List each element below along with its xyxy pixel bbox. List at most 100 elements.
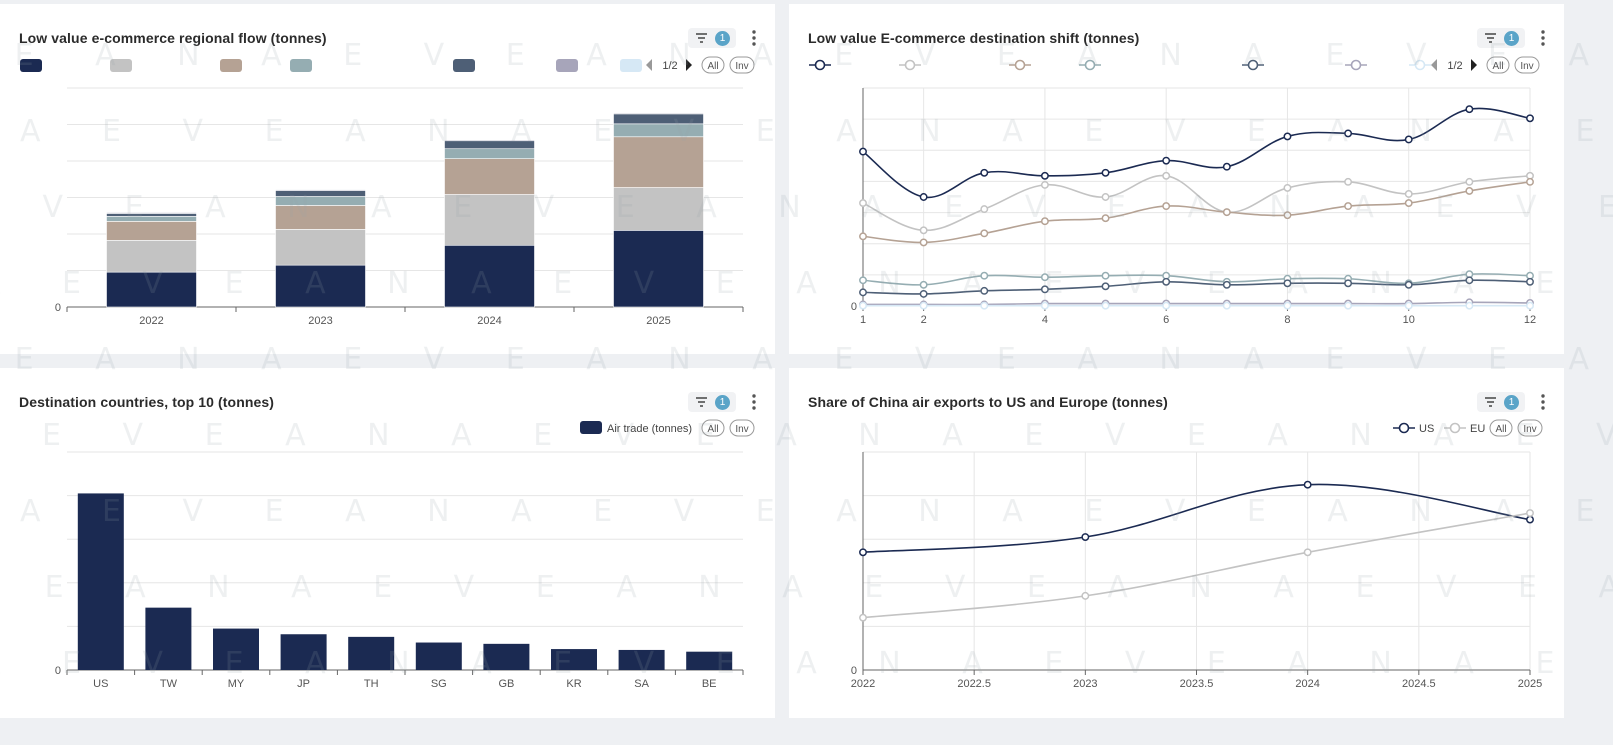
series-line[interactable] — [862, 181, 1531, 244]
bar-segment[interactable] — [106, 216, 197, 222]
data-point[interactable] — [1404, 301, 1413, 310]
page-next-icon[interactable] — [1471, 59, 1477, 71]
data-point[interactable] — [859, 288, 867, 297]
data-point[interactable] — [1162, 202, 1171, 211]
bar-segment[interactable] — [613, 187, 704, 231]
data-point[interactable] — [1465, 105, 1474, 114]
legend-swatch[interactable] — [110, 59, 132, 72]
bar-segment[interactable] — [444, 244, 535, 308]
data-point[interactable] — [980, 205, 989, 214]
data-point[interactable] — [1040, 171, 1049, 180]
data-point[interactable] — [1526, 177, 1534, 186]
bar-segment[interactable] — [106, 271, 197, 308]
data-point[interactable] — [1465, 177, 1474, 186]
more-options-icon[interactable] — [749, 28, 759, 48]
data-point[interactable] — [1283, 183, 1292, 192]
legend-inv-button[interactable] — [729, 419, 755, 437]
legend-swatch[interactable] — [453, 59, 475, 72]
data-point[interactable] — [1526, 114, 1534, 123]
series-line[interactable] — [862, 273, 1531, 286]
data-point[interactable] — [1081, 591, 1090, 600]
page-next-icon[interactable] — [686, 59, 692, 71]
data-point[interactable] — [1344, 202, 1353, 211]
legend-all-button[interactable] — [701, 56, 725, 74]
data-point[interactable] — [1222, 280, 1231, 289]
data-point[interactable] — [1404, 190, 1413, 198]
bar[interactable] — [618, 649, 665, 670]
data-point[interactable] — [980, 286, 989, 295]
bar[interactable] — [551, 649, 597, 670]
series-line[interactable] — [862, 279, 1531, 295]
data-point[interactable] — [1465, 301, 1474, 310]
bar-segment[interactable] — [444, 194, 535, 246]
legend-marker[interactable] — [1084, 59, 1096, 71]
legend-all-button[interactable] — [1489, 419, 1513, 437]
bar-segment[interactable] — [444, 158, 535, 195]
legend-swatch[interactable] — [556, 59, 578, 72]
legend-marker[interactable] — [1398, 422, 1410, 434]
data-point[interactable] — [1162, 171, 1171, 180]
filter-button[interactable]: 1 — [1477, 28, 1525, 48]
data-point[interactable] — [859, 613, 867, 622]
bar-segment[interactable] — [275, 264, 366, 308]
legend-swatch[interactable] — [580, 421, 602, 434]
legend-marker[interactable] — [1414, 59, 1426, 71]
data-point[interactable] — [1101, 193, 1110, 201]
legend-all-button[interactable] — [701, 419, 725, 437]
data-point[interactable] — [980, 168, 989, 177]
data-point[interactable] — [1101, 214, 1110, 223]
series-line[interactable] — [862, 107, 1531, 199]
data-point[interactable] — [1303, 480, 1312, 489]
data-point[interactable] — [1040, 285, 1049, 294]
data-point[interactable] — [1404, 280, 1413, 289]
data-point[interactable] — [859, 147, 867, 156]
legend-inv-button[interactable] — [729, 56, 755, 74]
legend-inv-button[interactable] — [1514, 56, 1540, 74]
data-point[interactable] — [1404, 135, 1413, 144]
bar-segment[interactable] — [613, 113, 704, 125]
bar-segment[interactable] — [106, 213, 197, 217]
series-line[interactable] — [863, 301, 1531, 306]
data-point[interactable] — [1222, 162, 1231, 171]
data-point[interactable] — [859, 199, 867, 208]
data-point[interactable] — [1101, 301, 1110, 310]
data-point[interactable] — [919, 280, 928, 289]
legend-swatch[interactable] — [20, 59, 42, 72]
data-point[interactable] — [1101, 282, 1110, 291]
data-point[interactable] — [980, 301, 989, 310]
filter-button[interactable]: 1 — [1477, 392, 1525, 412]
legend-label[interactable]: Air trade (tonnes) — [607, 423, 692, 435]
data-point[interactable] — [919, 301, 928, 310]
data-point[interactable] — [859, 301, 867, 310]
bar[interactable] — [686, 651, 733, 670]
more-options-icon[interactable] — [1538, 392, 1548, 412]
filter-button[interactable]: 1 — [688, 392, 736, 412]
bar-segment[interactable] — [613, 230, 704, 308]
data-point[interactable] — [1526, 277, 1534, 286]
data-point[interactable] — [1222, 208, 1231, 217]
data-point[interactable] — [919, 289, 928, 298]
data-point[interactable] — [1283, 279, 1292, 288]
bar-segment[interactable] — [106, 240, 197, 273]
filter-button[interactable]: 1 — [688, 28, 736, 48]
bar[interactable] — [77, 493, 124, 670]
data-point[interactable] — [919, 226, 928, 235]
bar-segment[interactable] — [106, 221, 197, 241]
data-point[interactable] — [919, 238, 928, 247]
legend-marker[interactable] — [814, 59, 826, 71]
data-point[interactable] — [1040, 301, 1049, 310]
data-point[interactable] — [1465, 186, 1474, 195]
legend-marker[interactable] — [1350, 59, 1362, 71]
data-point[interactable] — [919, 193, 928, 201]
legend-marker[interactable] — [1247, 59, 1259, 71]
legend-marker[interactable] — [904, 59, 916, 71]
data-point[interactable] — [980, 229, 989, 238]
more-options-icon[interactable] — [749, 392, 759, 412]
data-point[interactable] — [1040, 180, 1049, 189]
data-point[interactable] — [1344, 129, 1353, 138]
legend-swatch[interactable] — [220, 59, 242, 72]
bar[interactable] — [415, 642, 462, 670]
data-point[interactable] — [1404, 199, 1413, 208]
data-point[interactable] — [1526, 509, 1534, 517]
legend-marker[interactable] — [1014, 59, 1026, 71]
